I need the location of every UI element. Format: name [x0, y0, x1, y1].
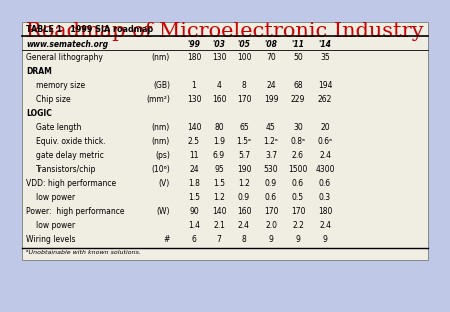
Text: 8: 8: [242, 81, 247, 90]
Text: Transistors/chip: Transistors/chip: [36, 165, 96, 174]
Text: 130: 130: [212, 53, 226, 62]
Text: 9: 9: [323, 235, 328, 244]
Text: Power:  high performance: Power: high performance: [26, 207, 125, 216]
Text: 24: 24: [189, 165, 199, 174]
Text: memory size: memory size: [36, 81, 85, 90]
Text: 8: 8: [242, 235, 247, 244]
Text: 50: 50: [293, 53, 303, 62]
Text: 2.4: 2.4: [319, 221, 331, 230]
Text: (nm): (nm): [152, 137, 170, 146]
Text: 70: 70: [266, 53, 276, 62]
Text: 5.7: 5.7: [238, 151, 250, 160]
Text: 0.6ᵃ: 0.6ᵃ: [317, 137, 333, 146]
Text: 199: 199: [264, 95, 278, 104]
Text: 1.2: 1.2: [238, 179, 250, 188]
Text: LOGIC: LOGIC: [26, 109, 52, 118]
Text: 2.5: 2.5: [188, 137, 200, 146]
Text: #: #: [164, 235, 170, 244]
Text: 0.9: 0.9: [238, 193, 250, 202]
Text: 130: 130: [187, 95, 201, 104]
Text: 530: 530: [264, 165, 278, 174]
Text: 180: 180: [318, 207, 332, 216]
Text: 95: 95: [214, 165, 224, 174]
Text: '11: '11: [292, 40, 305, 49]
Text: 180: 180: [187, 53, 201, 62]
Text: 65: 65: [239, 123, 249, 132]
Text: '08: '08: [265, 40, 278, 49]
Text: 0.6: 0.6: [292, 179, 304, 188]
Text: TABLE 1   1999 SIA roadmap: TABLE 1 1999 SIA roadmap: [26, 25, 153, 34]
Text: 160: 160: [237, 207, 251, 216]
Text: 1.5: 1.5: [188, 193, 200, 202]
Text: 0.3: 0.3: [319, 193, 331, 202]
Text: 100: 100: [237, 53, 251, 62]
Text: 35: 35: [320, 53, 330, 62]
Text: 140: 140: [212, 207, 226, 216]
Text: 0.6: 0.6: [265, 193, 277, 202]
Text: 3.7: 3.7: [265, 151, 277, 160]
Text: (nm): (nm): [152, 53, 170, 62]
Text: www.sematech.org: www.sematech.org: [26, 40, 108, 49]
Text: 7: 7: [216, 235, 221, 244]
Text: Chip size: Chip size: [36, 95, 71, 104]
Text: 1.5ᵃ: 1.5ᵃ: [237, 137, 252, 146]
Text: '03: '03: [212, 40, 225, 49]
Text: '99: '99: [188, 40, 200, 49]
Text: 2.2: 2.2: [292, 221, 304, 230]
Text: 9: 9: [269, 235, 274, 244]
Text: 2.1: 2.1: [213, 221, 225, 230]
Text: 2.4: 2.4: [319, 151, 331, 160]
Text: 11: 11: [189, 151, 199, 160]
FancyBboxPatch shape: [22, 22, 428, 260]
Text: DRAM: DRAM: [26, 67, 52, 76]
Text: 6.9: 6.9: [213, 151, 225, 160]
Text: 80: 80: [214, 123, 224, 132]
Text: low power: low power: [36, 221, 75, 230]
Text: 229: 229: [291, 95, 305, 104]
Text: 1.5: 1.5: [213, 179, 225, 188]
Text: 2.4: 2.4: [238, 221, 250, 230]
Text: 1.2ᵃ: 1.2ᵃ: [264, 137, 279, 146]
Text: 1: 1: [192, 81, 196, 90]
Text: 68: 68: [293, 81, 303, 90]
Text: ᵃUnobtainable with known solutions.: ᵃUnobtainable with known solutions.: [26, 250, 141, 255]
Text: low power: low power: [36, 193, 75, 202]
Text: (W): (W): [157, 207, 170, 216]
Text: 6: 6: [192, 235, 197, 244]
Text: 1.9: 1.9: [213, 137, 225, 146]
Text: (V): (V): [159, 179, 170, 188]
Text: 1.8: 1.8: [188, 179, 200, 188]
Text: Wiring levels: Wiring levels: [26, 235, 76, 244]
Text: 170: 170: [237, 95, 251, 104]
Text: 20: 20: [320, 123, 330, 132]
Text: 0.8ᵃ: 0.8ᵃ: [291, 137, 306, 146]
Text: 90: 90: [189, 207, 199, 216]
Text: Roadmap of Microelectronic Industry: Roadmap of Microelectronic Industry: [26, 22, 424, 41]
Text: (ps): (ps): [155, 151, 170, 160]
Text: 190: 190: [237, 165, 251, 174]
Text: 160: 160: [212, 95, 226, 104]
Text: '14: '14: [319, 40, 332, 49]
Text: 2.6: 2.6: [292, 151, 304, 160]
Text: (mm²): (mm²): [146, 95, 170, 104]
Text: 4300: 4300: [315, 165, 335, 174]
Text: 9: 9: [296, 235, 301, 244]
Text: 1.4: 1.4: [188, 221, 200, 230]
Text: 24: 24: [266, 81, 276, 90]
Text: 140: 140: [187, 123, 201, 132]
Text: General lithography: General lithography: [26, 53, 103, 62]
Text: 0.5: 0.5: [292, 193, 304, 202]
Text: Equiv. oxide thick.: Equiv. oxide thick.: [36, 137, 106, 146]
Text: 45: 45: [266, 123, 276, 132]
Text: Gate length: Gate length: [36, 123, 81, 132]
Text: (nm): (nm): [152, 123, 170, 132]
Text: 170: 170: [264, 207, 278, 216]
Text: 0.6: 0.6: [319, 179, 331, 188]
Text: 4: 4: [216, 81, 221, 90]
Text: 2.0: 2.0: [265, 221, 277, 230]
Text: 1500: 1500: [288, 165, 308, 174]
Text: 1.2: 1.2: [213, 193, 225, 202]
Text: (10⁶): (10⁶): [151, 165, 170, 174]
Text: VDD: high performance: VDD: high performance: [26, 179, 116, 188]
